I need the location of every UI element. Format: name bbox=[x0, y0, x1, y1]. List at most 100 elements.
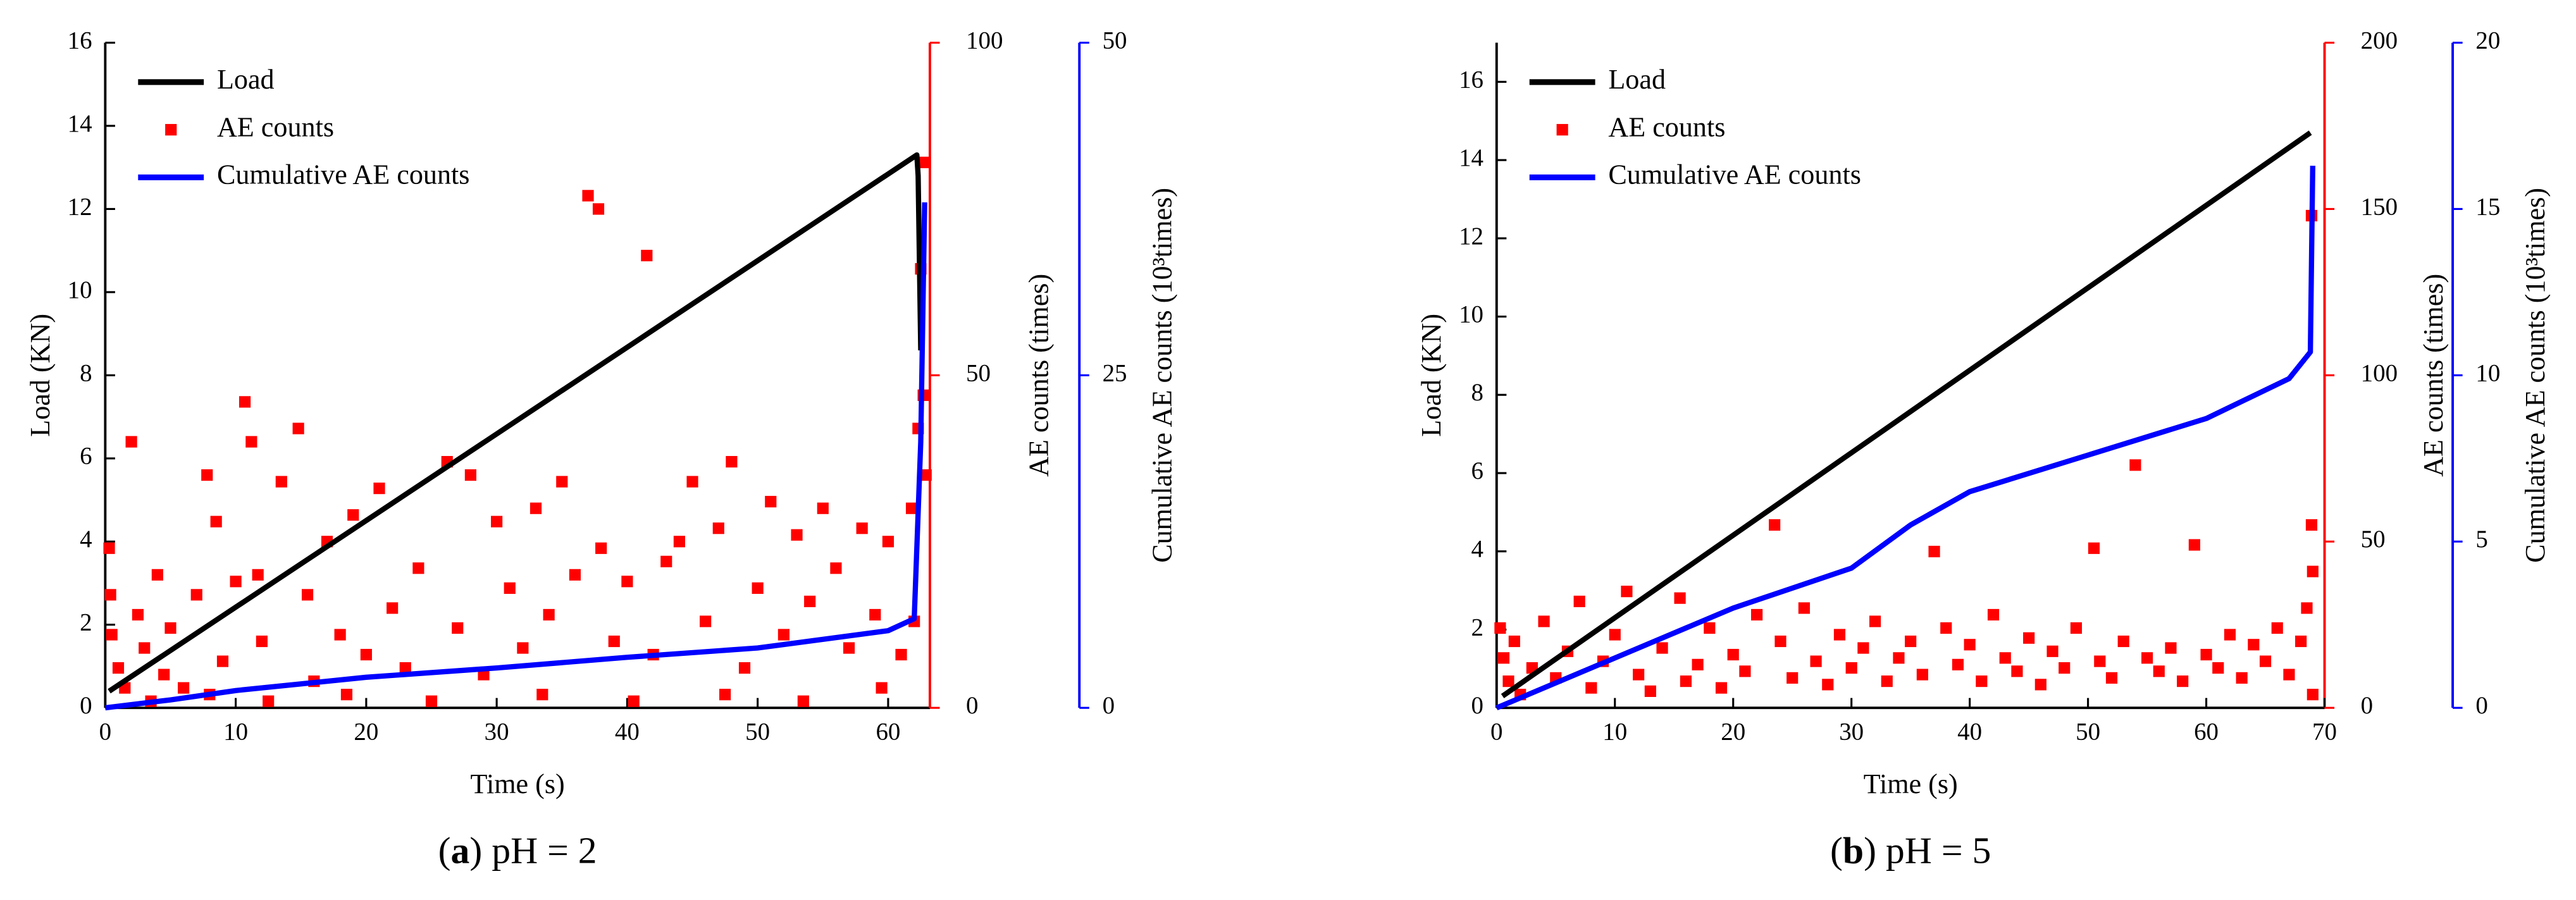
scatter-point bbox=[1573, 595, 1585, 608]
y-tick-label: 6 bbox=[1471, 457, 1483, 484]
scatter-point bbox=[112, 662, 125, 674]
y-tick-label: 8 bbox=[80, 359, 92, 386]
scatter-point bbox=[1704, 622, 1716, 634]
scatter-point bbox=[543, 608, 555, 621]
y2-tick-label: 50 bbox=[966, 359, 991, 386]
y-tick-label: 12 bbox=[68, 193, 92, 220]
scatter-point bbox=[103, 542, 115, 554]
scatter-point bbox=[132, 608, 144, 621]
y-tick-label: 4 bbox=[80, 526, 92, 553]
series-line bbox=[104, 202, 927, 711]
scatter-point bbox=[256, 635, 268, 648]
scatter-point bbox=[2301, 602, 2313, 614]
x-axis-label: Time (s) bbox=[1864, 768, 1958, 799]
x-tick-label: 20 bbox=[354, 718, 378, 746]
y3-tick-label: 25 bbox=[1103, 359, 1127, 386]
scatter-point bbox=[791, 529, 803, 541]
caption-part: ( bbox=[1830, 829, 1843, 871]
scatter-point bbox=[752, 582, 764, 594]
scatter-point bbox=[628, 695, 640, 707]
legend-label: Load bbox=[217, 64, 275, 95]
scatter-point bbox=[1502, 675, 1514, 687]
scatter-point bbox=[595, 542, 607, 554]
legend-label: AE counts bbox=[217, 111, 334, 142]
scatter-point bbox=[201, 469, 213, 481]
scatter-point bbox=[700, 615, 712, 627]
series-line bbox=[1501, 130, 2312, 699]
scatter-point bbox=[2248, 639, 2260, 651]
scatter-point bbox=[1692, 658, 1704, 670]
scatter-point bbox=[1976, 675, 1988, 687]
scatter-point bbox=[876, 682, 888, 694]
scatter-point bbox=[1857, 642, 1869, 654]
scatter-point bbox=[158, 669, 170, 681]
scatter-point bbox=[517, 642, 529, 654]
scatter-point bbox=[1845, 662, 1857, 674]
caption-part: ) pH = 2 bbox=[469, 829, 597, 871]
scatter-point bbox=[151, 569, 163, 581]
scatter-point bbox=[719, 689, 731, 701]
y3-tick-label: 5 bbox=[2475, 526, 2487, 553]
x-tick-label: 30 bbox=[1839, 718, 1864, 746]
x-axis-label: Time (s) bbox=[471, 768, 565, 799]
scatter-point bbox=[556, 476, 568, 488]
scatter-point bbox=[2141, 652, 2153, 664]
scatter-point bbox=[1928, 545, 1940, 558]
scatter-point bbox=[399, 662, 411, 674]
scatter-point bbox=[1508, 635, 1520, 648]
scatter-point bbox=[2177, 675, 2189, 687]
scatter-point bbox=[582, 190, 594, 202]
y3-tick-label: 0 bbox=[1103, 692, 1115, 719]
x-tick-label: 40 bbox=[1957, 718, 1982, 746]
scatter-point bbox=[2105, 672, 2118, 684]
scatter-point bbox=[2271, 622, 2283, 634]
scatter-point bbox=[491, 515, 503, 527]
y-tick-label: 8 bbox=[1471, 379, 1483, 406]
scatter-point bbox=[412, 562, 424, 574]
scatter-point bbox=[1881, 675, 1893, 687]
caption: (a) pH = 2 bbox=[438, 829, 597, 871]
scatter-point bbox=[1609, 629, 1621, 641]
scatter-point bbox=[1869, 615, 1881, 627]
scatter-point bbox=[895, 648, 907, 661]
scatter-point bbox=[592, 203, 605, 215]
x-tick-label: 10 bbox=[1602, 718, 1627, 746]
scatter-point bbox=[738, 662, 751, 674]
y3-axis-label: Cumulative AE counts (10³times) bbox=[1146, 188, 1177, 563]
scatter-point bbox=[804, 595, 816, 608]
scatter-point bbox=[1774, 635, 1786, 648]
scatter-point bbox=[425, 695, 438, 707]
y-axis-label: Load (KN) bbox=[25, 314, 56, 437]
scatter-point bbox=[569, 569, 581, 581]
caption: (b) pH = 5 bbox=[1830, 829, 1991, 871]
scatter-point bbox=[1751, 608, 1763, 621]
scatter-point bbox=[817, 502, 829, 514]
scatter-point bbox=[2307, 565, 2319, 577]
scatter-point bbox=[1833, 629, 1846, 641]
scatter-point bbox=[452, 622, 464, 634]
scatter-point bbox=[347, 509, 359, 521]
caption-part: b bbox=[1843, 829, 1864, 871]
scatter-point bbox=[478, 669, 490, 681]
scatter-point bbox=[673, 536, 685, 548]
scatter-point bbox=[660, 555, 672, 567]
scatter-point bbox=[2200, 648, 2212, 661]
scatter-point bbox=[1786, 672, 1799, 684]
scatter-point bbox=[275, 476, 287, 488]
caption-part: ( bbox=[438, 829, 451, 871]
scatter-point bbox=[2070, 622, 2082, 634]
scatter-point bbox=[686, 476, 698, 488]
y-tick-label: 4 bbox=[1471, 536, 1483, 563]
scatter-point bbox=[1497, 652, 1510, 664]
scatter-point bbox=[1999, 652, 2011, 664]
scatter-point bbox=[920, 469, 932, 481]
scatter-point bbox=[178, 682, 190, 694]
scatter-point bbox=[216, 655, 229, 667]
y-tick-label: 10 bbox=[68, 276, 92, 304]
x-tick-label: 20 bbox=[1721, 718, 1745, 746]
scatter-point bbox=[2305, 519, 2318, 531]
y3-tick-label: 50 bbox=[1103, 27, 1127, 54]
y2-axis-label: AE counts (times) bbox=[1024, 274, 1055, 477]
scatter-point bbox=[2094, 655, 2106, 667]
